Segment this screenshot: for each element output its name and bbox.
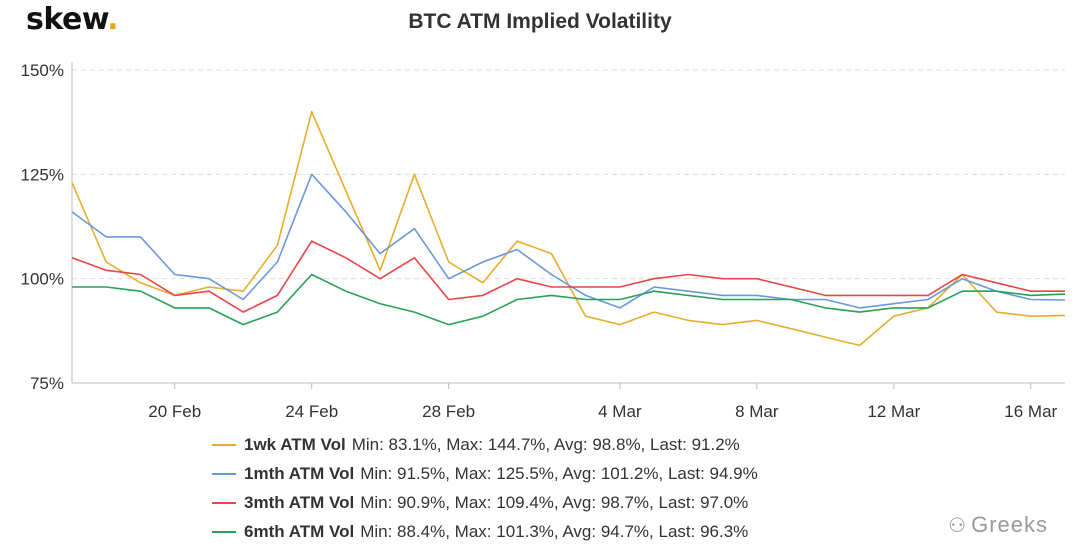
legend-item-6mth[interactable]: 6mth ATM Vol Min: 88.4%, Max: 101.3%, Avg…: [212, 517, 758, 546]
series-line-6mth: [72, 273, 1066, 326]
legend-series-stats: Min: 90.9%, Max: 109.4%, Avg: 98.7%, Las…: [360, 492, 749, 512]
legend-series-name: 1mth ATM Vol: [244, 463, 355, 483]
legend-swatch: [212, 530, 236, 533]
logo-text: skew: [26, 2, 108, 37]
watermark: ⚇ Greeks: [948, 512, 1048, 538]
legend-series-name: 3mth ATM Vol: [244, 492, 355, 512]
y-tick-label: 100%: [21, 270, 64, 289]
legend-item-1mth[interactable]: 1mth ATM Vol Min: 91.5%, Max: 125.5%, Avg…: [212, 459, 758, 488]
legend-series-stats: Min: 83.1%, Max: 144.7%, Avg: 98.8%, Las…: [351, 434, 740, 454]
y-tick-label: 75%: [30, 374, 64, 393]
series-line-3mth: [71, 240, 1065, 313]
x-tick-label: 20 Feb: [148, 402, 201, 421]
legend-series-name: 6mth ATM Vol: [244, 521, 355, 541]
x-tick-label: 16 Mar: [1004, 402, 1057, 421]
legend-swatch: [212, 443, 236, 446]
legend-item-3mth[interactable]: 3mth ATM Vol Min: 90.9%, Max: 109.4%, Avg…: [212, 488, 758, 517]
x-tick-label: 24 Feb: [285, 402, 338, 421]
chart-legend: 1wk ATM Vol Min: 83.1%, Max: 144.7%, Avg:…: [212, 430, 758, 546]
y-tick-label: 150%: [21, 61, 64, 80]
legend-swatch: [212, 472, 236, 475]
logo-dot: .: [107, 2, 119, 37]
legend-item-1wk[interactable]: 1wk ATM Vol Min: 83.1%, Max: 144.7%, Avg:…: [212, 430, 758, 459]
x-tick-label: 4 Mar: [598, 402, 642, 421]
legend-series-stats: Min: 88.4%, Max: 101.3%, Avg: 94.7%, Las…: [360, 521, 749, 541]
skew-logo: skew.: [26, 2, 119, 37]
legend-swatch: [212, 501, 236, 504]
chart-title: BTC ATM Implied Volatility: [408, 10, 672, 33]
watermark-text: Greeks: [971, 512, 1048, 537]
x-tick-label: 28 Feb: [422, 402, 475, 421]
x-tick-label: 8 Mar: [735, 402, 779, 421]
legend-series-name: 1wk ATM Vol: [244, 434, 346, 454]
series-line-1mth: [71, 173, 1066, 309]
legend-series-stats: Min: 91.5%, Max: 125.5%, Avg: 101.2%, La…: [360, 463, 758, 483]
y-tick-label: 125%: [21, 165, 64, 184]
wechat-icon: ⚇: [948, 515, 968, 537]
x-tick-label: 12 Mar: [867, 402, 920, 421]
series-line-1wk: [71, 110, 1066, 347]
